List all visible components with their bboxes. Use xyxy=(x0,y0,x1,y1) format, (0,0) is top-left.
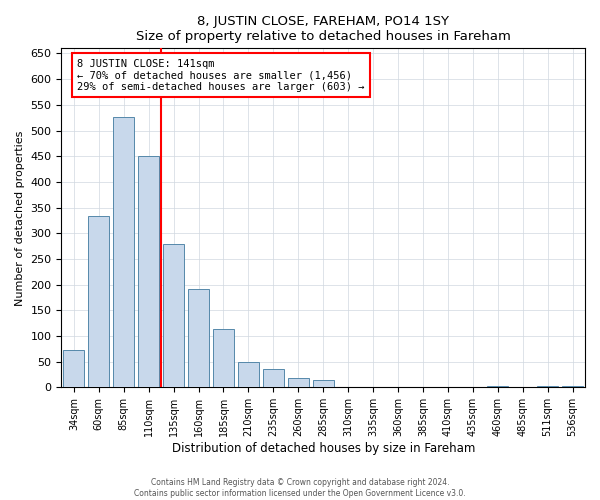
Bar xyxy=(537,386,558,388)
Bar xyxy=(213,329,234,388)
Bar xyxy=(63,350,85,388)
Bar xyxy=(487,386,508,388)
X-axis label: Distribution of detached houses by size in Fareham: Distribution of detached houses by size … xyxy=(172,442,475,455)
Text: Contains HM Land Registry data © Crown copyright and database right 2024.
Contai: Contains HM Land Registry data © Crown c… xyxy=(134,478,466,498)
Bar xyxy=(163,244,184,388)
Bar xyxy=(287,378,309,388)
Bar xyxy=(88,216,109,388)
Bar xyxy=(263,369,284,388)
Bar xyxy=(138,156,159,388)
Bar xyxy=(313,380,334,388)
Text: 8 JUSTIN CLOSE: 141sqm
← 70% of detached houses are smaller (1,456)
29% of semi-: 8 JUSTIN CLOSE: 141sqm ← 70% of detached… xyxy=(77,58,365,92)
Title: 8, JUSTIN CLOSE, FAREHAM, PO14 1SY
Size of property relative to detached houses : 8, JUSTIN CLOSE, FAREHAM, PO14 1SY Size … xyxy=(136,15,511,43)
Bar xyxy=(238,362,259,388)
Bar xyxy=(188,288,209,388)
Bar xyxy=(562,386,583,388)
Bar xyxy=(113,117,134,388)
Y-axis label: Number of detached properties: Number of detached properties xyxy=(15,130,25,306)
